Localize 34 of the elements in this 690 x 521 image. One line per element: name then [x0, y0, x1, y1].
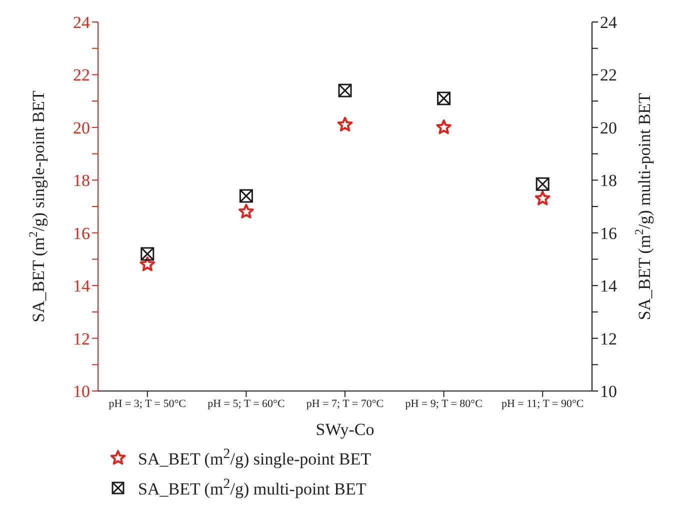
point: [238, 204, 254, 218]
y2-tick-label: 20: [600, 118, 617, 138]
point: [436, 119, 452, 134]
point: [338, 84, 352, 98]
y2-tick-label: 14: [600, 276, 618, 296]
y-tick-label: 24: [73, 13, 90, 32]
legend-label: SA_BET (m$^{2}$/g) single-point BET: [138, 446, 371, 470]
point: [437, 92, 451, 106]
x-axis-title: SWy-Co: [316, 420, 374, 439]
y-tick-label: 16: [73, 224, 90, 243]
point: [337, 116, 353, 132]
y-tick-label: 10: [73, 382, 90, 402]
y2-tick-label: 10: [600, 382, 617, 402]
point: [534, 190, 550, 206]
y-tick-label: 20: [73, 118, 90, 138]
y2-tick-label: 24: [600, 13, 618, 32]
y2-tick-label: 12: [600, 329, 617, 348]
y-tick-label: 14: [73, 276, 90, 296]
y2-tick-label: 16: [600, 224, 617, 243]
y2-tick-label: 22: [600, 66, 617, 85]
y-tick-label: 18: [73, 171, 90, 190]
legend-label: SA_BET (m$^{2}$/g) multi-point BET: [138, 476, 366, 500]
point: [140, 256, 156, 272]
y-tick-label: 12: [73, 329, 90, 348]
x-tick-label: pH = 3; T = 50°C: [108, 398, 186, 410]
x-tick-label: pH = 7; T = 70°C: [306, 398, 384, 410]
x-tick-label: pH = 11; T = 90°C: [501, 398, 584, 410]
x-tick-label: pH = 9; T = 80°C: [405, 398, 482, 410]
x-tick-label: pH = 5; T = 60°C: [208, 398, 285, 410]
point: [140, 247, 154, 261]
y2-tick-label: 18: [600, 171, 617, 190]
point: [239, 189, 253, 203]
y-tick-label: 22: [73, 66, 90, 85]
point: [536, 177, 550, 191]
